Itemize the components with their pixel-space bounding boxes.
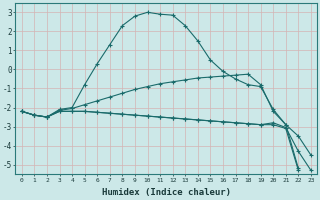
X-axis label: Humidex (Indice chaleur): Humidex (Indice chaleur) [102, 188, 231, 197]
